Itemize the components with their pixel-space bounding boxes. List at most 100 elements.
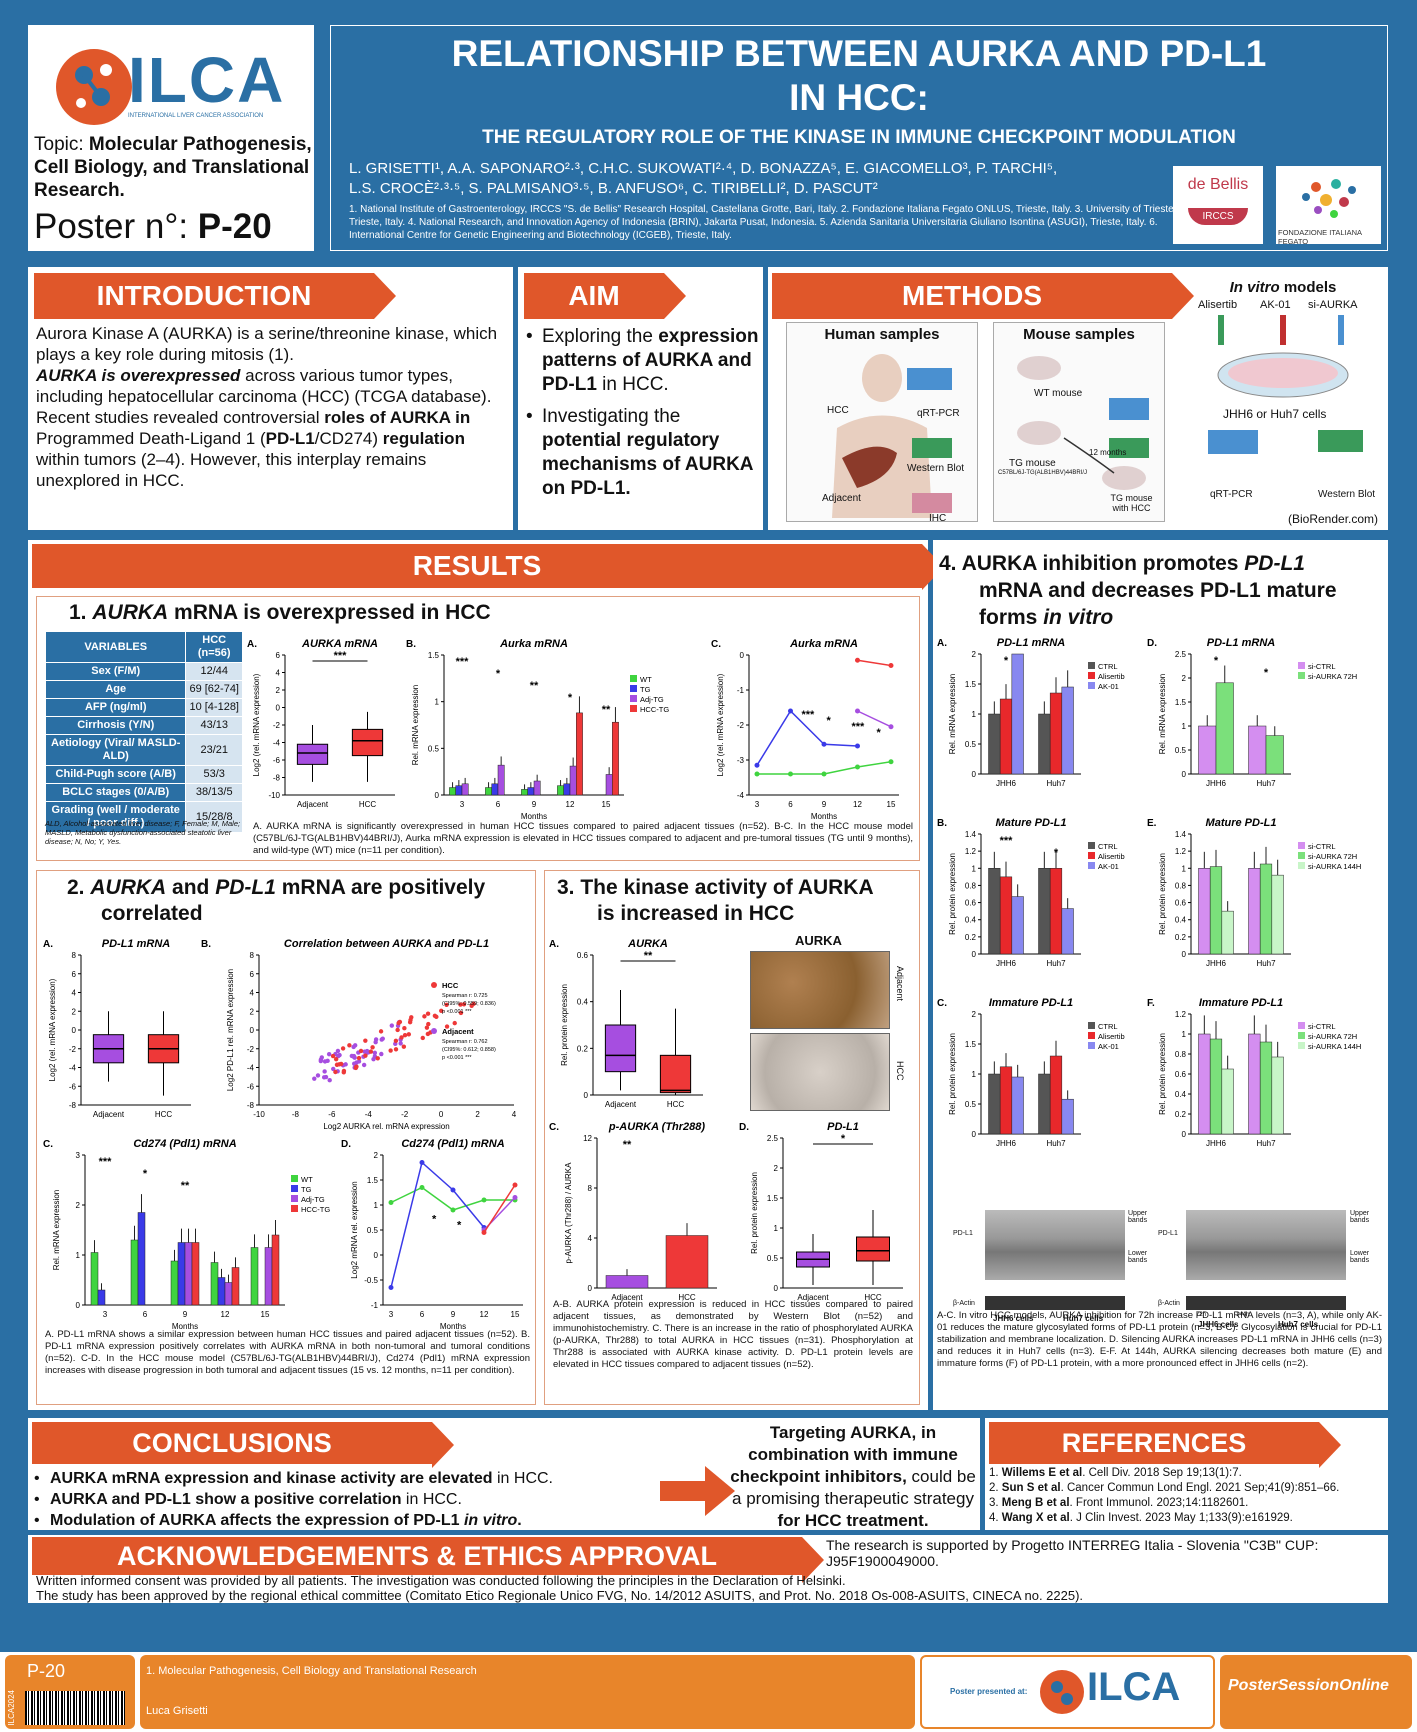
y-tick-label: 0	[1182, 1130, 1187, 1139]
y-tick-label: 0.4	[1175, 916, 1187, 925]
data-point	[327, 1078, 332, 1083]
legend-label: WT	[640, 675, 652, 684]
mouse-icon	[1017, 356, 1149, 490]
bar	[569, 765, 577, 796]
y-tick-label: 0	[1182, 950, 1187, 959]
y-axis-label: Log2 (rel. mRNA expression)	[48, 978, 57, 1081]
data-point	[419, 1160, 425, 1165]
section-4: 4. AURKA inhibition promotes PD-L1 mRNA a…	[933, 540, 1388, 1410]
panel-letter: D.	[739, 1122, 749, 1133]
y-tick-label: 2	[774, 1164, 779, 1173]
y-tick-label: -10	[268, 791, 280, 800]
cells-label: JHH6 or Huh7 cells	[1223, 407, 1327, 421]
panel-letter: D.	[1147, 638, 1157, 649]
bar	[1259, 863, 1273, 955]
x-tick-label: JHH6	[996, 959, 1017, 968]
wb-right: PD-L1 β-Actin Upper bands Lower bands 72…	[1158, 1180, 1383, 1330]
bar	[988, 713, 1001, 775]
legend-stats: (CI95%: 0.559; 0.836)	[442, 1001, 496, 1007]
mouse-samples-label: Mouse samples	[1023, 326, 1135, 343]
data-point	[426, 1021, 431, 1027]
data-point	[424, 1025, 430, 1030]
y-tick-label: 1.5	[767, 1194, 779, 1203]
box	[296, 743, 329, 765]
data-point	[395, 1027, 400, 1033]
bar	[1215, 682, 1234, 775]
x-axis-label: Months	[440, 1322, 466, 1331]
x-tick-label: 6	[143, 1310, 148, 1319]
section-2-caption: A. PD-L1 mRNA shows a similar expression…	[45, 1329, 530, 1376]
x-tick-label: JHH6	[996, 779, 1017, 788]
data-point	[450, 1207, 456, 1213]
legend-stats: Spearman r: 0.725	[442, 993, 488, 999]
hcc-label: HCC	[827, 405, 849, 416]
legend-swatch	[1088, 662, 1095, 669]
x-tick-label: Adjacent	[93, 1110, 125, 1119]
biorender-credit: (BioRender.com)	[1288, 512, 1379, 526]
legend-swatch	[630, 705, 637, 712]
legend-swatch	[1298, 852, 1305, 859]
ack-funding: The research is supported by Progetto IN…	[826, 1537, 1319, 1569]
x-tick-label: Adjacent	[605, 1100, 637, 1109]
x-tick-label: Huh7	[1046, 779, 1066, 788]
legend-stats: p <0.001 ***	[442, 1055, 472, 1061]
ihc-adjacent-image	[750, 951, 890, 1029]
bar	[533, 780, 541, 796]
bar	[1248, 725, 1267, 775]
x-axis-label: Log2 AURKA rel. mRNA expression	[323, 1122, 449, 1131]
y-axis-label: Rel. mRNA expression	[52, 1190, 61, 1270]
table-row: Sex (F/M) 12/44	[44, 662, 243, 681]
bar	[988, 1073, 1001, 1135]
chart-1a: 6 4 2 0 -2 -4 -6 -8 -10 AURKA mRNA Log2 (rel. mRNA…	[247, 638, 395, 809]
data-point	[452, 1020, 457, 1026]
data-point	[458, 1002, 463, 1007]
data-point	[363, 1038, 368, 1043]
bar	[1248, 1033, 1261, 1135]
wb-right-jhh6: JHH6 cells	[1198, 1320, 1239, 1329]
data-point	[821, 771, 827, 777]
ihc-hcc-image	[750, 1033, 890, 1111]
aim-header: AIM	[524, 273, 686, 319]
y-tick-label: 1.2	[965, 847, 977, 856]
conclusion-statement: Targeting AURKA, in combination with imm…	[730, 1423, 976, 1530]
x-tick-label: -10	[253, 1110, 265, 1119]
poster-number: Poster n°: P-20	[34, 207, 272, 247]
table-row: BCLC stages (0/A/B) 38/13/5	[44, 783, 243, 802]
conclusions-header: CONCLUSIONS	[32, 1422, 454, 1468]
legend-label: CTRL	[1098, 1022, 1118, 1031]
data-point	[422, 1014, 427, 1019]
arrow-right-icon	[660, 1466, 735, 1516]
legend-swatch	[1088, 852, 1095, 859]
bar	[557, 785, 564, 796]
data-point	[333, 1069, 338, 1075]
chart-1b: 0 0.5 1 1.5 Aurka mRNA Rel. mRNA expression Mo…	[406, 638, 669, 821]
legend-label: si-AURKA 72H	[1308, 1032, 1357, 1041]
section-3-title: 3. The kinase activity of AURKA is increa…	[557, 876, 874, 925]
x-tick-label: Huh7	[1046, 959, 1066, 968]
conclusion-item-1: AURKA mRNA expression and kinase activit…	[32, 1468, 632, 1489]
y-tick-label: 0.6	[1175, 899, 1187, 908]
bar	[988, 868, 1001, 955]
y-tick-label: 0.2	[577, 1044, 589, 1053]
bar	[177, 1242, 186, 1306]
bar	[1198, 868, 1211, 955]
wb-right-huh7: Huh7 cells	[1278, 1320, 1319, 1329]
data-point	[388, 1048, 393, 1053]
bar	[90, 1252, 99, 1306]
data-point	[312, 1076, 317, 1081]
footer: ILCA2024 P-20 1. Molecular Pathogenesis,…	[0, 1652, 1417, 1732]
chart-title: Mature PD-L1	[996, 817, 1067, 829]
sig-label: *	[841, 1133, 846, 1145]
y-tick-label: 0.2	[1175, 933, 1187, 942]
bar	[1049, 692, 1063, 775]
panel-letter: A.	[43, 939, 53, 950]
chart-4e: 0 0.2 0.4 0.6 0.8 1 1.2 1.4 Mature PD-L1 Rel. pro…	[1147, 817, 1361, 968]
data-point	[379, 1037, 384, 1042]
data-point	[333, 1056, 339, 1062]
y-tick-label: -2	[273, 721, 281, 730]
tg-mouse-label: TG mouse	[1009, 458, 1056, 469]
bar	[1038, 713, 1051, 775]
data-point	[434, 1014, 439, 1020]
human-samples-box: Human samples HCC Adjacent qRT-PCR Weste…	[786, 322, 978, 524]
x-tick-label: JHH6	[996, 1139, 1017, 1148]
